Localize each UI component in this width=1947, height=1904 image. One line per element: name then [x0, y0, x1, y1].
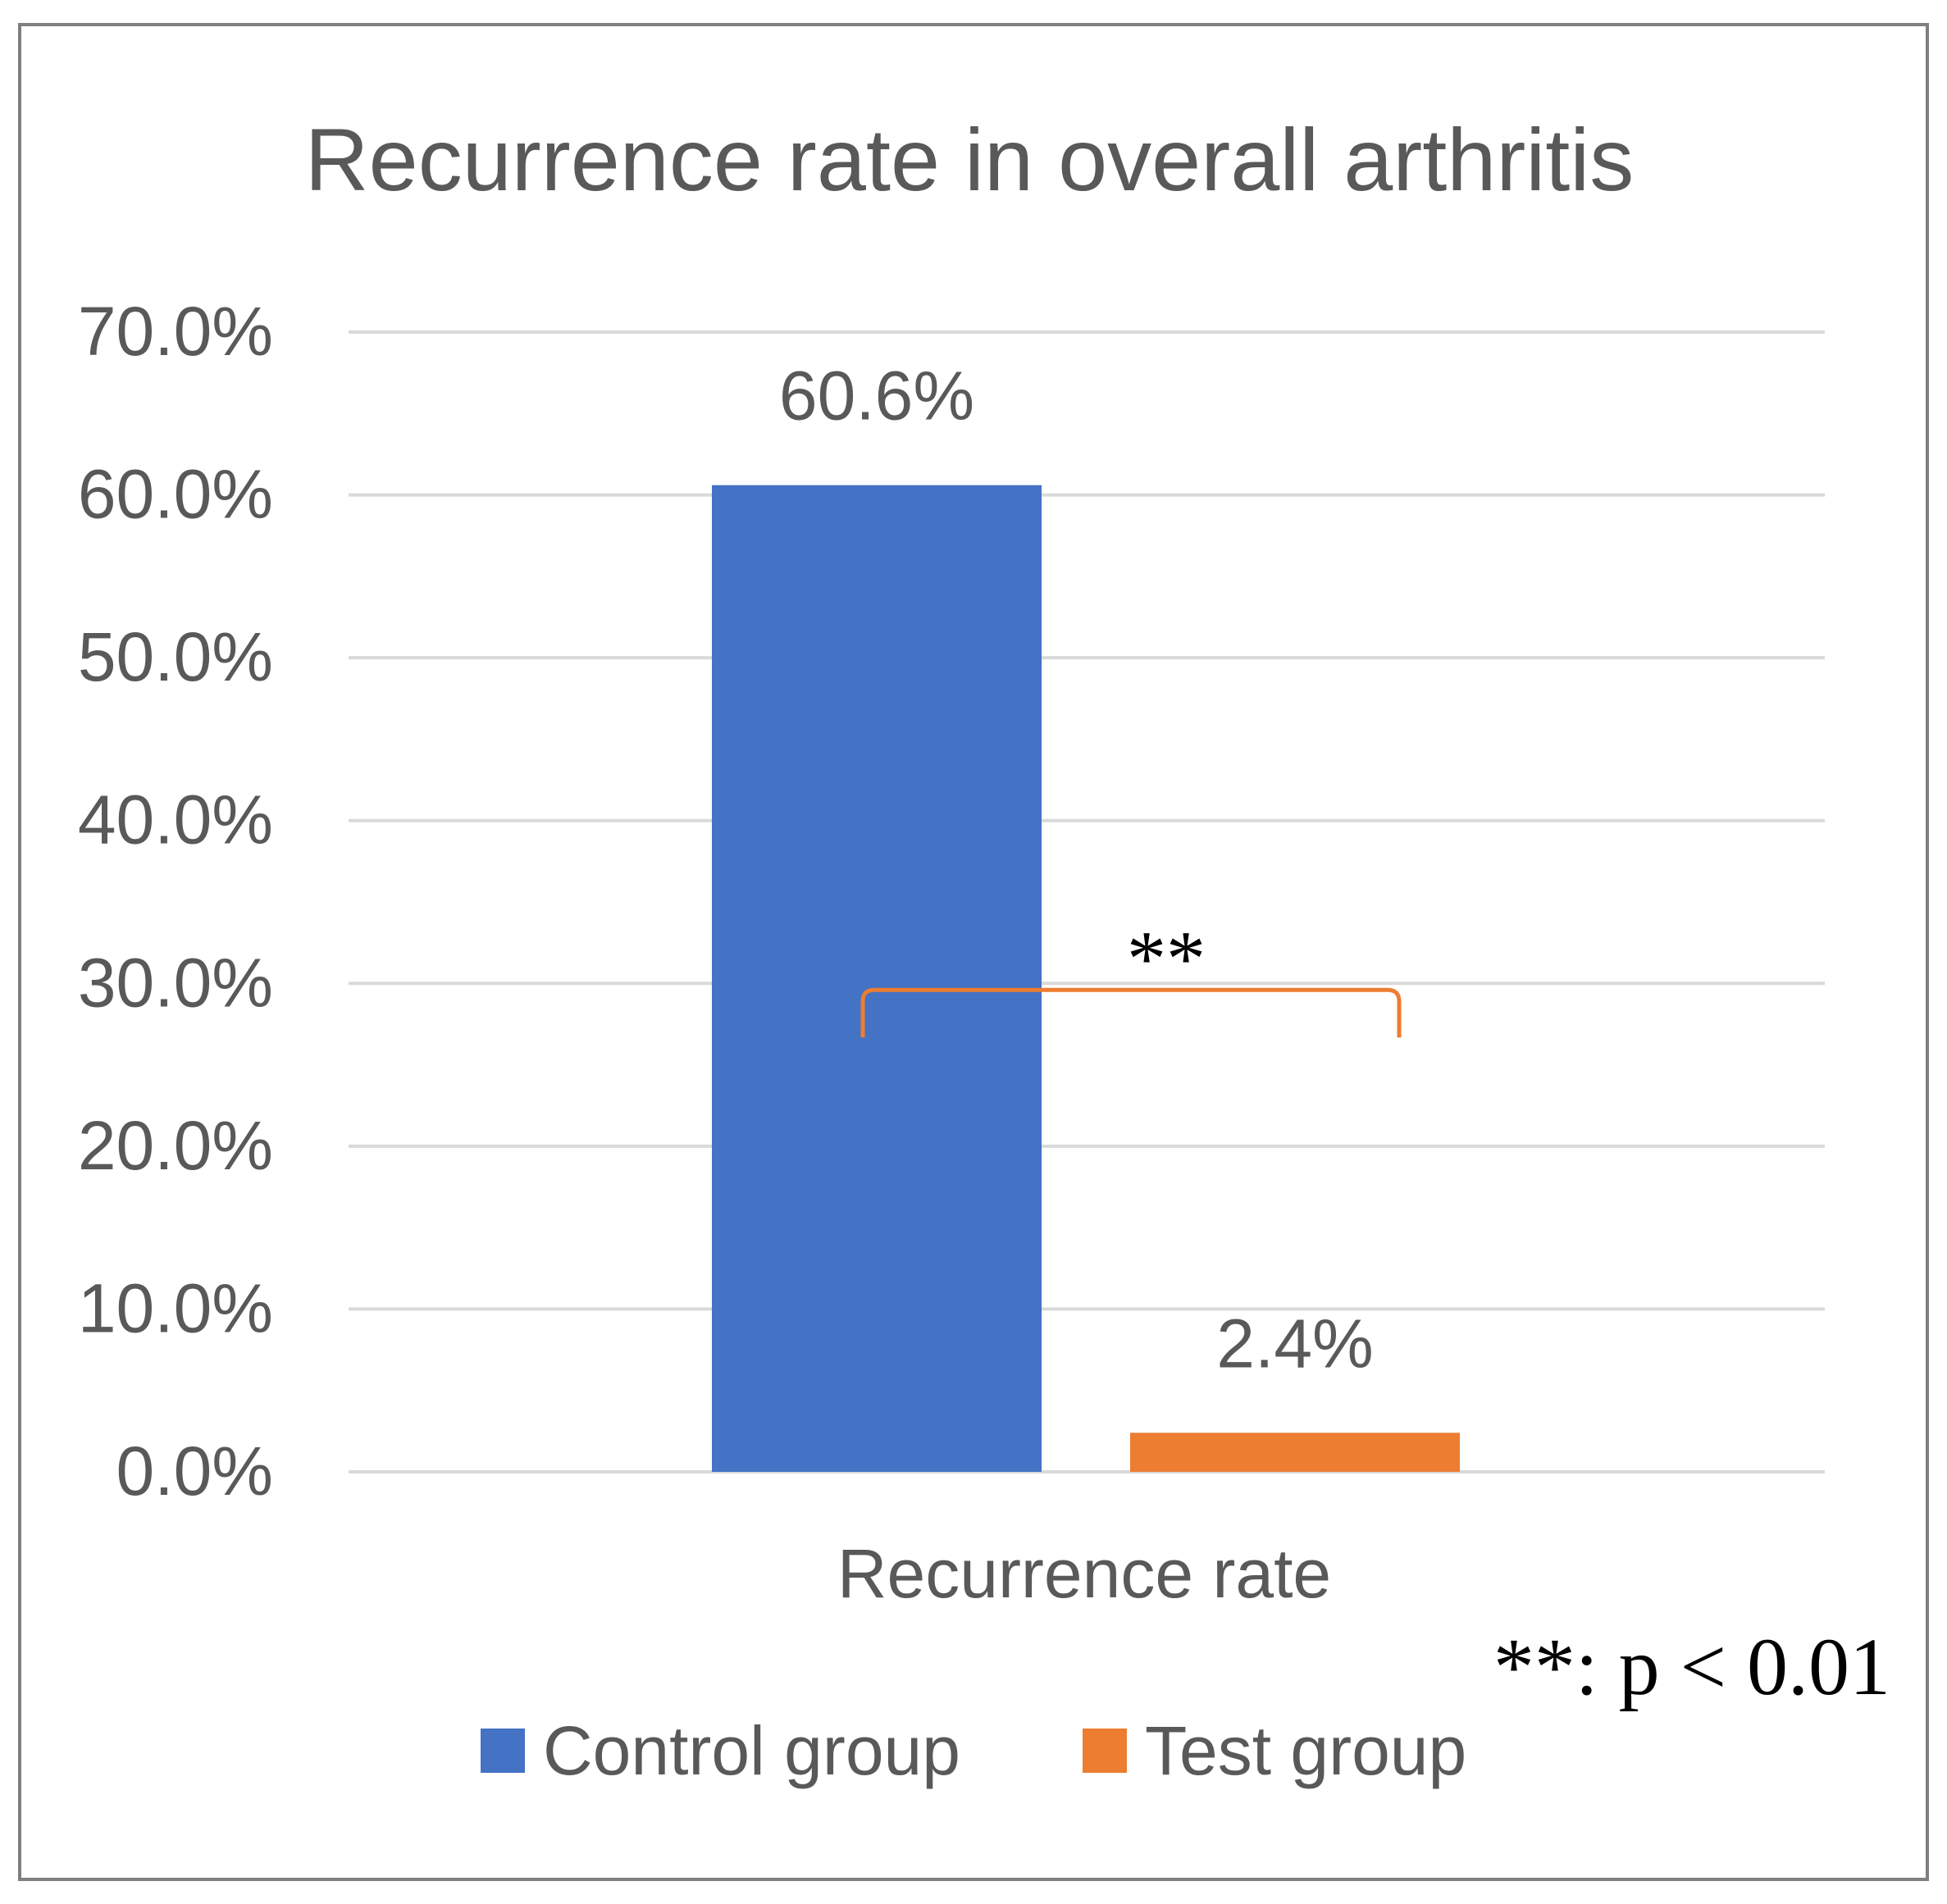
bar-test [1130, 1433, 1460, 1472]
legend-label: Control group [543, 1712, 960, 1789]
data-label: 60.6% [779, 358, 974, 435]
bars [712, 485, 1460, 1472]
y-tick-label: 60.0% [78, 456, 273, 533]
significance-bracket-line [860, 987, 1402, 1038]
y-tick-label: 10.0% [78, 1269, 273, 1346]
y-tick-label: 50.0% [78, 618, 273, 695]
y-tick-label: 40.0% [78, 781, 273, 859]
x-category-label: Recurrence rate [837, 1535, 1331, 1612]
y-tick-label: 20.0% [78, 1107, 273, 1184]
data-label: 2.4% [1216, 1305, 1373, 1382]
significance-marker: ** [1127, 914, 1206, 1002]
legend-label: Test group [1145, 1712, 1466, 1789]
bar-control [712, 485, 1042, 1472]
y-axis-ticks: 0.0% 10.0% 20.0% 30.0% 40.0% 50.0% 60.0% 70.0% [78, 293, 273, 1510]
significance-note: **: p < 0.01 [1493, 1621, 1890, 1712]
chart-title: Recurrence rate in overall arthritis [305, 110, 1635, 209]
data-labels: 60.6% 2.4% [779, 358, 1374, 1382]
y-tick-label: 30.0% [78, 944, 273, 1021]
gridlines [349, 330, 1825, 1474]
legend: Control group Test group [481, 1712, 1466, 1789]
y-tick-label: 70.0% [78, 293, 273, 370]
y-tick-label: 0.0% [116, 1433, 273, 1510]
significance-bracket: ** [860, 914, 1402, 1038]
legend-swatch [481, 1729, 525, 1773]
legend-swatch [1083, 1729, 1127, 1773]
